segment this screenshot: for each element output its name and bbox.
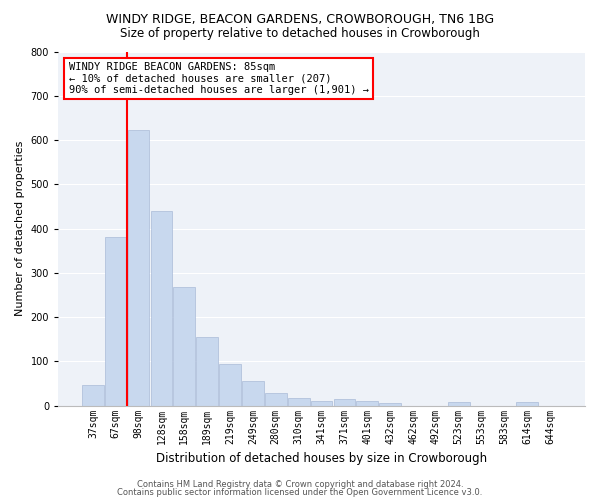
Text: Contains HM Land Registry data © Crown copyright and database right 2024.: Contains HM Land Registry data © Crown c… [137, 480, 463, 489]
Bar [219, 364, 241, 406]
Text: WINDY RIDGE BEACON GARDENS: 85sqm
← 10% of detached houses are smaller (207)
90%: WINDY RIDGE BEACON GARDENS: 85sqm ← 10% … [68, 62, 368, 96]
Bar [448, 402, 470, 406]
Bar [334, 400, 355, 406]
Text: Size of property relative to detached houses in Crowborough: Size of property relative to detached ho… [120, 28, 480, 40]
Bar [311, 401, 332, 406]
Bar [265, 393, 287, 406]
Bar [356, 401, 378, 406]
Bar [173, 288, 195, 406]
Bar [379, 404, 401, 406]
Bar [105, 238, 127, 406]
Bar [82, 385, 104, 406]
Y-axis label: Number of detached properties: Number of detached properties [15, 141, 25, 316]
Bar [196, 337, 218, 406]
Text: WINDY RIDGE, BEACON GARDENS, CROWBOROUGH, TN6 1BG: WINDY RIDGE, BEACON GARDENS, CROWBOROUGH… [106, 12, 494, 26]
X-axis label: Distribution of detached houses by size in Crowborough: Distribution of detached houses by size … [156, 452, 487, 465]
Text: Contains public sector information licensed under the Open Government Licence v3: Contains public sector information licen… [118, 488, 482, 497]
Bar [151, 211, 172, 406]
Bar [517, 402, 538, 406]
Bar [242, 382, 264, 406]
Bar [128, 130, 149, 406]
Bar [288, 398, 310, 406]
